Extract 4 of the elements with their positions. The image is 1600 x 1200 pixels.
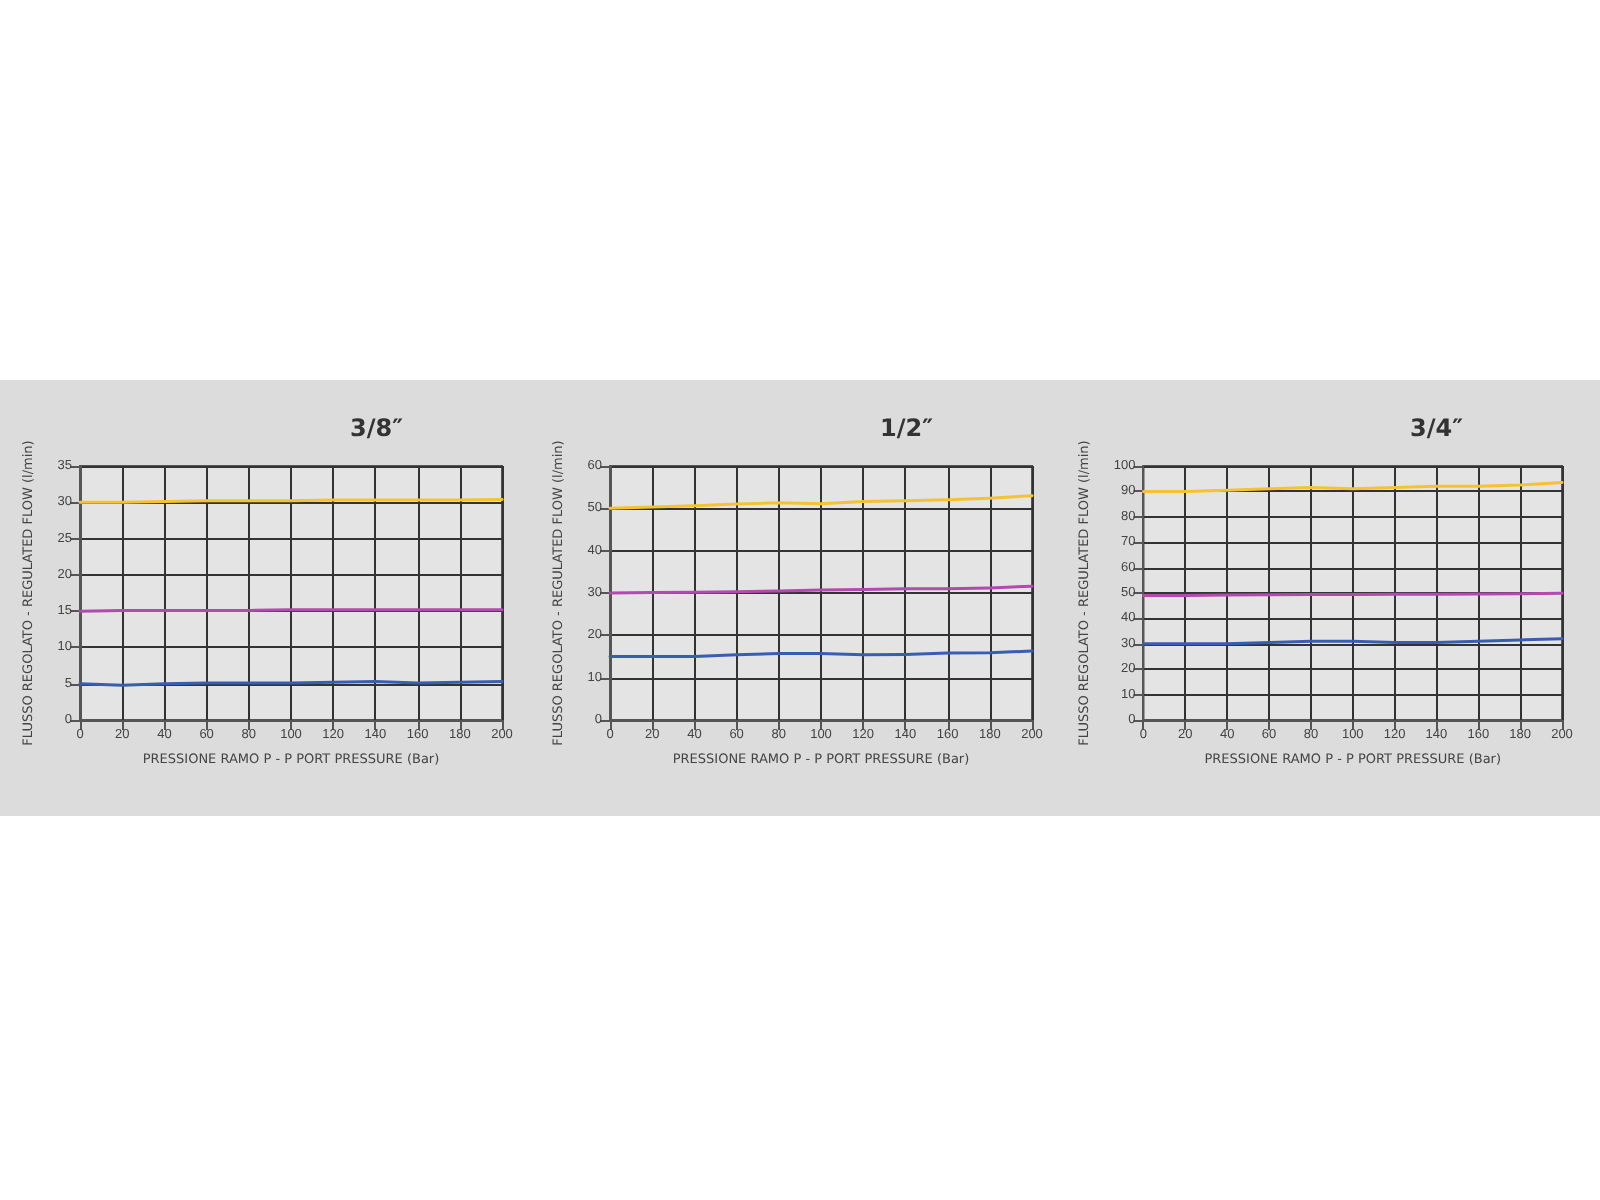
chart-title: 3/4″ [1410, 414, 1465, 442]
chart-title: 1/2″ [880, 414, 935, 442]
line-series [608, 494, 1034, 510]
chart-title: 3/8″ [350, 414, 405, 442]
